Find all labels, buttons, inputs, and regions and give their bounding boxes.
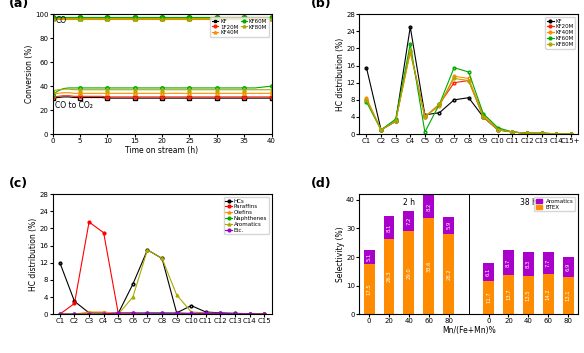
Legend: Aromatics, BTEX: Aromatics, BTEX [534,197,575,211]
X-axis label: Mn/(Fe+Mn)%: Mn/(Fe+Mn)% [442,326,496,335]
Bar [543,252,554,274]
Text: 8.1: 8.1 [387,223,391,232]
Text: 7.7: 7.7 [546,258,551,267]
Text: 13.1: 13.1 [566,290,571,301]
X-axis label: Time on stream (h): Time on stream (h) [126,146,199,155]
Text: (c): (c) [9,177,28,190]
Text: CO: CO [55,16,67,24]
Text: 38 h: 38 h [520,198,537,207]
Bar [404,211,415,231]
Bar [423,218,434,314]
Text: 11.7: 11.7 [486,292,491,303]
Bar [404,231,415,314]
Bar [384,216,395,239]
Text: 6.9: 6.9 [566,263,571,271]
Bar [364,250,374,264]
Text: 6.1: 6.1 [486,268,491,276]
Bar [503,275,514,314]
Text: (d): (d) [311,177,332,190]
Text: (a): (a) [9,0,29,10]
Text: 2 h: 2 h [403,198,415,207]
Text: 13.5: 13.5 [526,289,531,301]
Text: 17.5: 17.5 [367,283,371,295]
Text: 26.3: 26.3 [387,271,391,282]
Text: 28.2: 28.2 [446,268,451,280]
Bar [443,217,454,234]
Legend: KF, 1F20M, KF40M, KF60M, KF80M: KF, 1F20M, KF40M, KF60M, KF80M [210,17,269,37]
Text: 5.9: 5.9 [446,221,451,229]
Text: 7.2: 7.2 [406,217,412,225]
Bar [523,276,534,314]
Text: 29.0: 29.0 [406,267,412,279]
Bar [483,281,494,314]
Bar [384,239,395,314]
Text: 8.3: 8.3 [526,259,531,268]
Bar [563,277,573,314]
Text: 33.6: 33.6 [426,261,432,272]
Bar [423,195,434,218]
Text: 5.1: 5.1 [367,253,371,261]
Y-axis label: Conversion (%): Conversion (%) [25,45,33,103]
Bar [364,264,374,314]
Text: 14.2: 14.2 [546,288,551,300]
Text: CO to CO₂: CO to CO₂ [55,101,93,110]
Legend: KF, KF20M, KF40M, KF60M, KF80M: KF, KF20M, KF40M, KF60M, KF80M [545,17,575,49]
Bar [483,263,494,281]
Bar [543,274,554,314]
Text: 8.7: 8.7 [506,258,511,267]
Text: (b): (b) [311,0,332,10]
Bar [523,252,534,276]
Bar [563,257,573,277]
Text: 13.7: 13.7 [506,289,511,300]
Y-axis label: HC distribution (%): HC distribution (%) [29,217,38,291]
Text: 8.2: 8.2 [426,202,432,211]
Bar [443,234,454,314]
Bar [503,250,514,275]
Y-axis label: Selectivity (%): Selectivity (%) [336,226,345,282]
Legend: HCs, Paraffins, Olefins, Naphthenes, Aromatics, Etc.: HCs, Paraffins, Olefins, Naphthenes, Aro… [224,197,269,234]
Y-axis label: HC distribution (%): HC distribution (%) [336,37,345,111]
